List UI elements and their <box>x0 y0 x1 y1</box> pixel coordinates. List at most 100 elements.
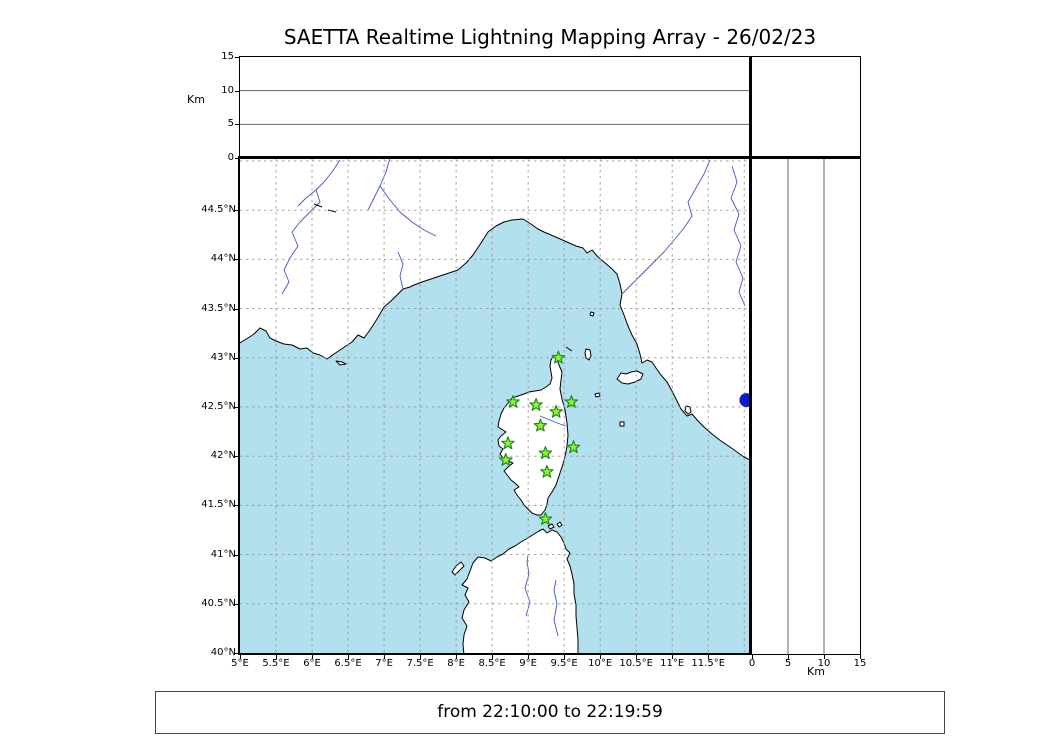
lon-tick-label: 11.5°E <box>691 658 726 669</box>
tick-mark <box>234 505 238 507</box>
rivers <box>281 158 746 637</box>
corner-panel <box>751 56 861 159</box>
lat-tick-label: 42°N <box>210 450 236 462</box>
km-tick-label: 10 <box>817 658 831 669</box>
markers <box>499 350 750 525</box>
island-gorgona <box>589 311 595 317</box>
tick-mark <box>276 655 278 659</box>
lake-mark-2 <box>327 209 337 213</box>
station-marker <box>538 446 553 460</box>
station-marker <box>566 440 581 454</box>
river-durance-branch <box>297 189 317 207</box>
km-tick-label: 15 <box>853 658 867 669</box>
tick-mark <box>600 655 602 659</box>
altitude-axis-label-right: Km <box>807 665 825 678</box>
island-giglio <box>684 405 692 415</box>
river-sardinia-east <box>553 579 559 637</box>
tick-mark <box>312 655 314 659</box>
tick-mark <box>564 655 566 659</box>
tick-mark <box>234 554 238 556</box>
figure-title: SAETTA Realtime Lightning Mapping Array … <box>283 25 817 49</box>
tick-mark <box>234 259 238 261</box>
detection-dot <box>739 393 750 408</box>
lon-tick-label: 10.5°E <box>619 658 653 669</box>
thick-divider-horizontal <box>238 156 861 159</box>
lon-tick-label: 6°E <box>303 658 321 669</box>
lat-tick-label: 42.5°N <box>201 400 236 412</box>
altitude-tick-label: 5 <box>227 118 234 130</box>
lon-tick-label: 5°E <box>231 658 249 669</box>
lon-tick-label: 9.5°E <box>550 658 578 669</box>
island-hyeres <box>335 360 347 366</box>
lat-tick-label: 41°N <box>210 548 236 560</box>
island-montecristo <box>619 421 625 427</box>
altitude-tick-label: 0 <box>227 152 234 163</box>
river-piedmont-branch <box>379 185 437 237</box>
station-marker <box>551 350 566 364</box>
tick-mark <box>456 655 458 659</box>
station-marker <box>499 453 513 466</box>
altitude-axis-label-top: Km <box>187 93 205 106</box>
tick-mark <box>384 655 386 659</box>
altitude-gridlines-right <box>787 157 825 654</box>
altitude-tick-label: 10 <box>221 84 234 96</box>
lon-tick-label: 8.5°E <box>478 658 506 669</box>
km-tick-label: 5 <box>784 658 792 669</box>
tick-mark <box>240 655 241 659</box>
tick-mark <box>234 406 238 408</box>
river-golo <box>539 415 567 427</box>
tick-mark <box>235 57 239 58</box>
station-marker <box>533 418 548 432</box>
tick-mark <box>672 655 674 659</box>
lon-tick-label: 8°E <box>447 658 465 669</box>
lat-tick-label: 44°N <box>210 253 236 265</box>
lat-tick-label: 43°N <box>210 351 236 363</box>
lon-tick-label: 11°E <box>660 658 685 669</box>
station-marker <box>501 436 515 450</box>
tick-mark <box>234 308 238 310</box>
tick-mark <box>636 655 638 659</box>
time-range-text: from 22:10:00 to 22:19:59 <box>437 702 663 722</box>
small-marks <box>313 203 573 352</box>
lon-tick-label: 5.5°E <box>262 658 290 669</box>
tick-mark <box>235 158 239 159</box>
coastline-continent <box>240 158 750 461</box>
altitude-tick-label: 15 <box>221 51 234 62</box>
island-capraia <box>584 348 592 361</box>
altitude-gridlines-top <box>240 90 750 125</box>
tick-mark <box>528 655 530 659</box>
lat-tick-label: 40.5°N <box>201 597 236 609</box>
altitude-strip-top-canvas <box>240 90 750 125</box>
river-coghinas <box>524 554 531 617</box>
lon-tick-label: 10°E <box>588 658 613 669</box>
tick-mark <box>492 655 494 659</box>
tick-mark <box>234 210 238 212</box>
station-marker <box>538 512 553 525</box>
thick-divider-vertical <box>749 56 752 655</box>
station-marker <box>529 397 543 411</box>
station-marker <box>506 395 520 408</box>
km-tick-label: 0 <box>748 658 756 669</box>
river-var <box>397 251 404 290</box>
station-marker <box>540 464 554 478</box>
tick-mark <box>788 655 789 659</box>
lon-tick-label: 6.5°E <box>334 658 362 669</box>
tick-mark <box>234 603 238 605</box>
tick-mark <box>234 653 238 654</box>
lake-mark-1 <box>313 203 323 208</box>
river-durance <box>281 159 341 295</box>
lat-tick-label: 43.5°N <box>201 302 236 314</box>
island-maddalena <box>547 523 555 530</box>
lon-tick-label: 9°E <box>519 658 537 669</box>
tick-mark <box>824 655 825 659</box>
tick-mark <box>235 124 239 126</box>
island-maddalena-2 <box>556 521 563 528</box>
giraglia-mark <box>565 346 573 352</box>
station-marker <box>549 404 563 418</box>
time-range-footer: from 22:10:00 to 22:19:59 <box>155 691 945 734</box>
lon-tick-label: 7°E <box>375 658 393 669</box>
lat-tick-label: 40°N <box>210 647 236 658</box>
tick-mark <box>420 655 422 659</box>
river-tiber <box>730 165 746 307</box>
